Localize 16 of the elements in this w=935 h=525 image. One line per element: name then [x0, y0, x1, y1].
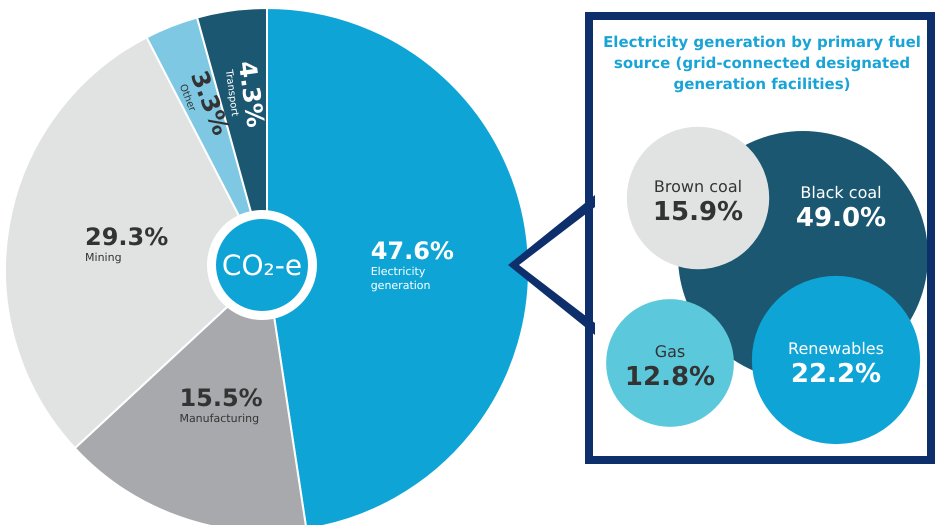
slice-label: Electricity generation	[370, 265, 431, 292]
data-label: 15.5%	[179, 384, 263, 412]
data-label: 29.3%	[85, 223, 168, 252]
data-label: 49.0%	[796, 203, 886, 233]
category-label: Renewables	[788, 339, 884, 358]
text: Electricity generation by primary fuel source (grid-connected designated generation facilities)	[603, 32, 921, 95]
data-label: 12.8%	[624, 362, 716, 392]
data-label: 22.2%	[790, 359, 882, 389]
category-label: Black coal	[800, 183, 882, 202]
category-label: Brown coal	[654, 177, 742, 196]
slice-label: Manufacturing	[179, 412, 260, 426]
slice-label: Mining	[85, 251, 122, 264]
category-label: Gas	[654, 342, 686, 361]
data-label: 15.9%	[652, 197, 744, 227]
text: CO₂-e	[222, 249, 302, 282]
data-label: 47.6%	[370, 237, 454, 266]
